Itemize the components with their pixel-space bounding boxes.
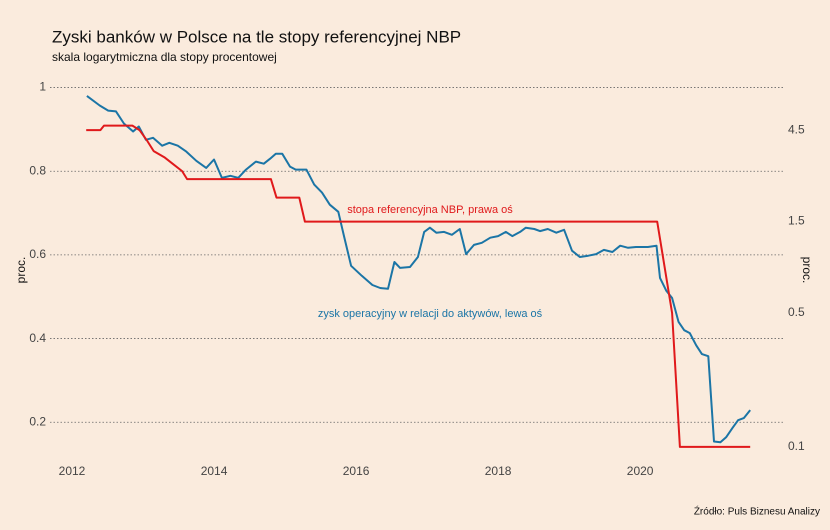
x-tick-label: 2018 <box>485 464 512 478</box>
source: Źródło: Puls Biznesu Analizy <box>694 505 820 518</box>
y-tick-label: 0.2 <box>29 414 46 428</box>
x-tick-label: 2016 <box>343 464 370 478</box>
line-series <box>86 124 751 448</box>
x-tick-label: 2020 <box>627 464 654 478</box>
annotation: zysk operacyjny w relacji do aktywów, le… <box>318 308 543 320</box>
annotation: stopa referencyjna NBP, prawa oś <box>347 204 513 216</box>
y2-tick-label: 0.1 <box>788 439 805 453</box>
chart-subtitle: skala logarytmiczna dla stopy procentowe… <box>52 50 277 64</box>
y2-tick-label: 1.5 <box>788 214 805 228</box>
x-tick-label: 2012 <box>59 464 86 478</box>
y-axis-label: proc. <box>14 257 28 284</box>
line-series <box>86 95 751 444</box>
y-tick-label: 0.4 <box>29 331 46 345</box>
y2-tick-label: 4.5 <box>788 122 805 136</box>
y2-tick-label: 0.5 <box>788 305 805 319</box>
y-tick-label: 0.8 <box>29 163 46 177</box>
chart-title: Zyski banków w Polsce na tle stopy refer… <box>52 27 461 46</box>
y2-axis-label: proc. <box>800 257 814 284</box>
y-tick-label: 0.6 <box>29 247 46 261</box>
x-tick-label: 2014 <box>201 464 228 478</box>
y-tick-label: 1 <box>39 80 46 94</box>
